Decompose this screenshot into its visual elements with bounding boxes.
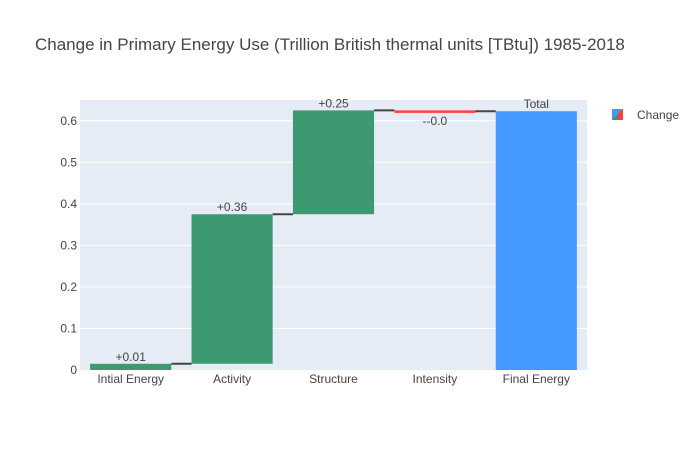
y-tick-label: 0.5 xyxy=(60,155,77,169)
x-tick-label: Final Energy xyxy=(503,372,570,386)
legend-label: Change xyxy=(637,108,679,122)
y-tick-label: 0.4 xyxy=(60,197,77,211)
x-tick-label: Intial Energy xyxy=(97,372,164,386)
data-label: +0.25 xyxy=(318,96,349,110)
data-label: Total xyxy=(524,97,549,111)
chart-title: Change in Primary Energy Use (Trillion B… xyxy=(35,35,625,54)
bar xyxy=(495,111,577,370)
legend[interactable]: Change xyxy=(612,108,679,122)
x-tick-label: Intensity xyxy=(413,372,458,386)
data-label: +0.01 xyxy=(116,350,147,364)
bar xyxy=(191,214,273,364)
bars xyxy=(90,110,577,370)
data-label: +0.36 xyxy=(217,200,248,214)
y-axis-ticks: 0 0.1 0.2 0.3 0.4 0.5 0.6 xyxy=(60,114,77,377)
legend-total-swatch xyxy=(612,109,623,120)
data-labels: +0.01 +0.36 +0.25 --0.0 Total xyxy=(116,96,549,363)
y-tick-label: 0.1 xyxy=(60,321,77,335)
y-tick-label: 0 xyxy=(70,363,77,377)
x-tick-label: Structure xyxy=(309,372,358,386)
y-tick-label: 0.6 xyxy=(60,114,77,128)
y-tick-label: 0.2 xyxy=(60,280,77,294)
connectors xyxy=(171,109,496,365)
bar xyxy=(292,110,375,215)
x-tick-label: Activity xyxy=(213,372,251,386)
y-tick-label: 0.3 xyxy=(60,238,77,252)
data-label: --0.0 xyxy=(423,114,448,128)
legend-swatch-icon xyxy=(612,109,623,120)
bar xyxy=(394,110,476,113)
bar xyxy=(90,363,172,370)
x-axis-ticks: Intial Energy Activity Structure Intensity F… xyxy=(97,372,570,386)
